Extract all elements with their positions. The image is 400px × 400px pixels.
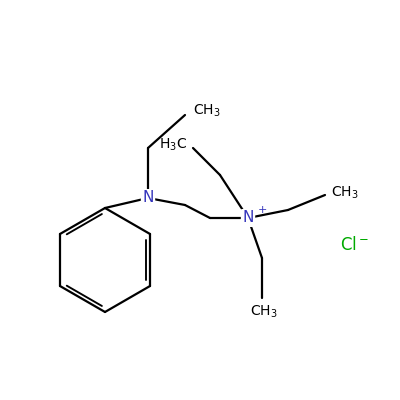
Text: N: N (242, 210, 254, 226)
Text: Cl$^-$: Cl$^-$ (340, 236, 370, 254)
Text: N: N (142, 190, 154, 206)
Text: CH$_3$: CH$_3$ (193, 103, 221, 119)
Text: CH$_3$: CH$_3$ (331, 185, 359, 201)
Text: +: + (257, 205, 267, 215)
Text: CH$_3$: CH$_3$ (250, 304, 278, 320)
Text: H$_3$C: H$_3$C (159, 137, 187, 153)
